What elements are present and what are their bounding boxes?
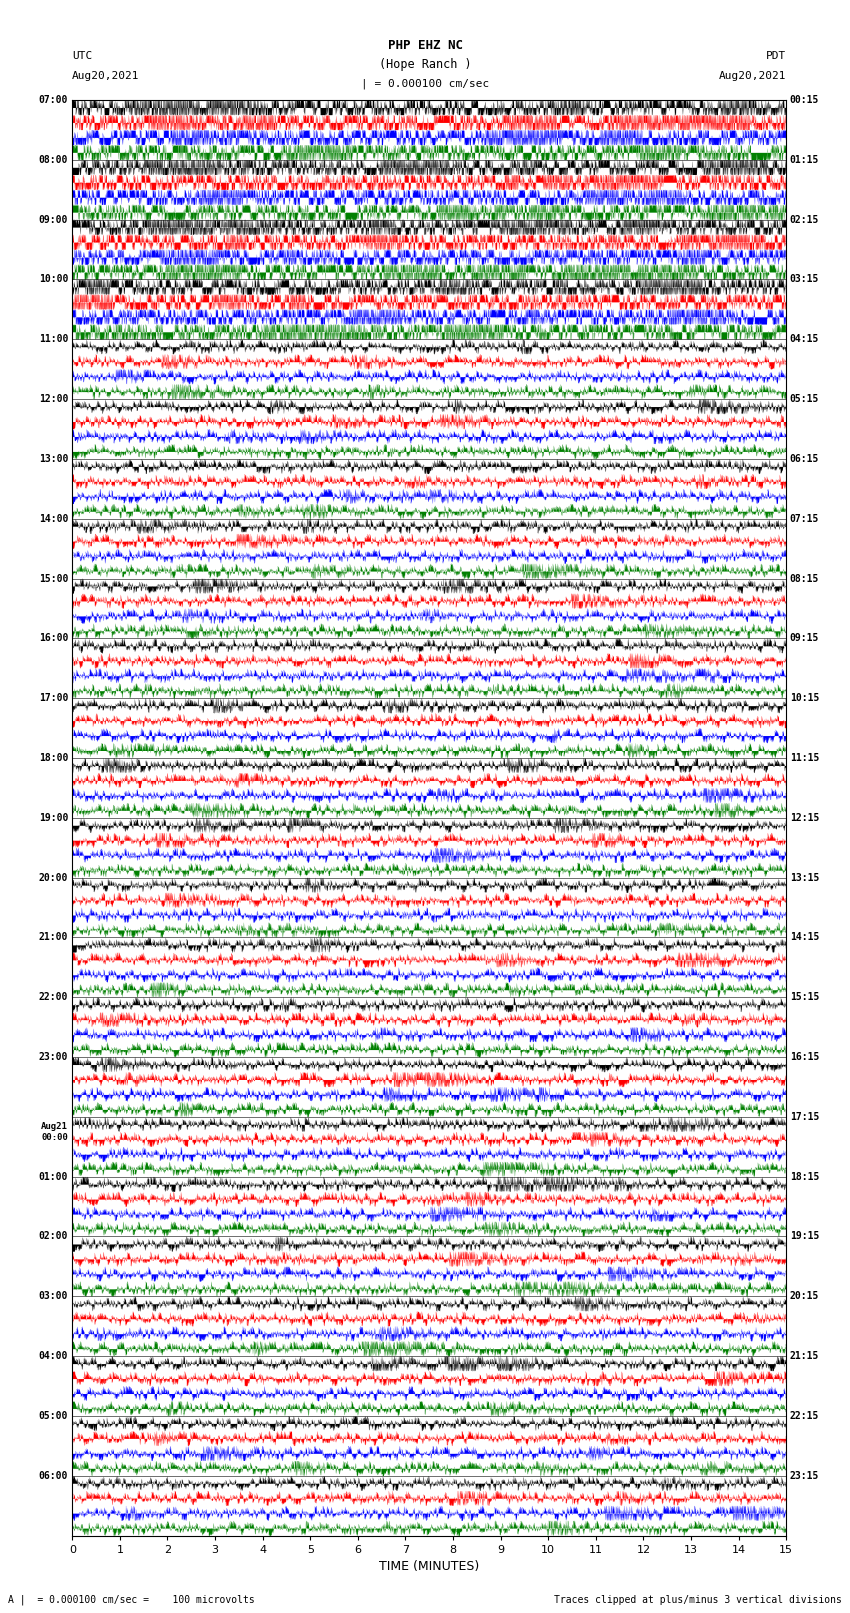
Text: 20:00: 20:00 xyxy=(38,873,68,882)
Text: A |  = 0.000100 cm/sec =    100 microvolts: A | = 0.000100 cm/sec = 100 microvolts xyxy=(8,1594,255,1605)
Text: 20:15: 20:15 xyxy=(790,1292,819,1302)
Text: 05:00: 05:00 xyxy=(38,1411,68,1421)
Text: 23:15: 23:15 xyxy=(790,1471,819,1481)
Text: PDT: PDT xyxy=(766,52,786,61)
Text: 21:00: 21:00 xyxy=(38,932,68,942)
X-axis label: TIME (MINUTES): TIME (MINUTES) xyxy=(379,1560,479,1573)
Text: 22:15: 22:15 xyxy=(790,1411,819,1421)
Text: 12:15: 12:15 xyxy=(790,813,819,823)
Text: 18:15: 18:15 xyxy=(790,1171,819,1182)
Text: 13:00: 13:00 xyxy=(38,453,68,465)
Text: | = 0.000100 cm/sec: | = 0.000100 cm/sec xyxy=(361,77,489,89)
Text: 23:00: 23:00 xyxy=(38,1052,68,1061)
Text: PHP EHZ NC: PHP EHZ NC xyxy=(388,39,462,52)
Text: 07:00: 07:00 xyxy=(38,95,68,105)
Text: 00:00: 00:00 xyxy=(41,1132,68,1142)
Text: 19:00: 19:00 xyxy=(38,813,68,823)
Text: 03:15: 03:15 xyxy=(790,274,819,284)
Text: 09:00: 09:00 xyxy=(38,215,68,224)
Text: 02:15: 02:15 xyxy=(790,215,819,224)
Text: 04:15: 04:15 xyxy=(790,334,819,344)
Text: 16:15: 16:15 xyxy=(790,1052,819,1061)
Text: 21:15: 21:15 xyxy=(790,1352,819,1361)
Text: 03:00: 03:00 xyxy=(38,1292,68,1302)
Text: Aug20,2021: Aug20,2021 xyxy=(719,71,786,81)
Text: 05:15: 05:15 xyxy=(790,394,819,405)
Text: 22:00: 22:00 xyxy=(38,992,68,1002)
Text: 08:00: 08:00 xyxy=(38,155,68,165)
Text: 07:15: 07:15 xyxy=(790,513,819,524)
Text: 08:15: 08:15 xyxy=(790,574,819,584)
Text: Aug21: Aug21 xyxy=(41,1121,68,1131)
Text: 16:00: 16:00 xyxy=(38,634,68,644)
Text: 15:00: 15:00 xyxy=(38,574,68,584)
Text: 06:00: 06:00 xyxy=(38,1471,68,1481)
Text: 14:00: 14:00 xyxy=(38,513,68,524)
Text: 15:15: 15:15 xyxy=(790,992,819,1002)
Text: Traces clipped at plus/minus 3 vertical divisions: Traces clipped at plus/minus 3 vertical … xyxy=(553,1595,842,1605)
Text: 19:15: 19:15 xyxy=(790,1231,819,1242)
Text: 06:15: 06:15 xyxy=(790,453,819,465)
Text: UTC: UTC xyxy=(72,52,93,61)
Text: Aug20,2021: Aug20,2021 xyxy=(72,71,139,81)
Text: 01:00: 01:00 xyxy=(38,1171,68,1182)
Text: (Hope Ranch ): (Hope Ranch ) xyxy=(379,58,471,71)
Text: 09:15: 09:15 xyxy=(790,634,819,644)
Text: 10:00: 10:00 xyxy=(38,274,68,284)
Text: 13:15: 13:15 xyxy=(790,873,819,882)
Text: 12:00: 12:00 xyxy=(38,394,68,405)
Text: 02:00: 02:00 xyxy=(38,1231,68,1242)
Text: 11:00: 11:00 xyxy=(38,334,68,344)
Text: 17:15: 17:15 xyxy=(790,1111,819,1123)
Text: 00:15: 00:15 xyxy=(790,95,819,105)
Text: 11:15: 11:15 xyxy=(790,753,819,763)
Text: 01:15: 01:15 xyxy=(790,155,819,165)
Text: 18:00: 18:00 xyxy=(38,753,68,763)
Text: 10:15: 10:15 xyxy=(790,694,819,703)
Text: 04:00: 04:00 xyxy=(38,1352,68,1361)
Text: 17:00: 17:00 xyxy=(38,694,68,703)
Text: 14:15: 14:15 xyxy=(790,932,819,942)
